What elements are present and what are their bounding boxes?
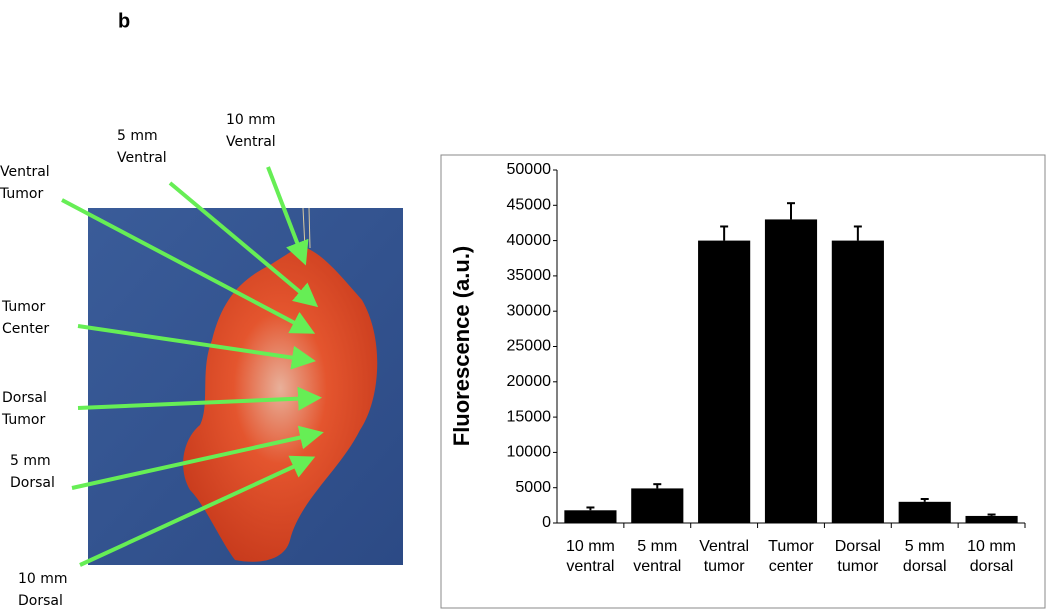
annotation-label: 10 mm (226, 112, 276, 128)
error-bar (987, 513, 996, 516)
bar (965, 515, 1018, 523)
annotation-label: Ventral (226, 134, 276, 150)
y-tick-label: 30000 (507, 302, 552, 319)
y-tick-label: 10000 (507, 444, 552, 461)
x-tick-label: ventral (633, 558, 681, 575)
bar (898, 501, 951, 523)
annotation-label: Dorsal (18, 593, 63, 609)
annotation-label: 5 mm (10, 453, 51, 469)
x-tick-label: 10 mm (967, 538, 1016, 555)
annotation-label: 5 mm (117, 128, 158, 144)
annotation-label: Tumor (1, 412, 46, 428)
x-tick-label: Tumor (768, 538, 814, 555)
x-tick-label: 5 mm (637, 538, 677, 555)
y-tick-label: 35000 (507, 267, 552, 284)
bar (764, 219, 818, 524)
y-tick-label: 25000 (507, 338, 552, 355)
y-tick-label: 15000 (507, 408, 552, 425)
annotation-label: Ventral (117, 150, 167, 166)
error-bar (720, 225, 729, 241)
annotation-label: 10 mm (18, 571, 68, 587)
annotation-label: Tumor (0, 186, 44, 202)
x-tick-label: dorsal (970, 558, 1014, 575)
bar (831, 240, 884, 523)
panel-label: b (118, 10, 130, 32)
error-bar (920, 497, 929, 502)
x-tick-label: 5 mm (905, 538, 945, 555)
error-bar (787, 202, 795, 220)
x-tick-label: center (769, 558, 814, 575)
annotation-label: Dorsal (2, 390, 47, 406)
x-tick-label: dorsal (903, 558, 947, 575)
y-tick-label: 45000 (507, 197, 552, 214)
bar (564, 510, 617, 523)
arrows (61, 166, 324, 567)
bar (631, 488, 684, 523)
annotation-label: Center (2, 321, 49, 337)
y-tick-label: 50000 (507, 161, 552, 178)
error-bar (586, 506, 595, 511)
annotation-label: Dorsal (10, 475, 55, 491)
x-tick-label: tumor (837, 558, 879, 575)
photo (88, 207, 403, 565)
y-tick-label: 20000 (507, 373, 552, 390)
x-tick-label: Ventral (699, 538, 749, 555)
y-tick-label: 40000 (507, 232, 552, 249)
annotation-label: Tumor (1, 299, 46, 315)
x-tick-label: Dorsal (835, 538, 881, 555)
x-tick-label: tumor (704, 558, 746, 575)
x-tick-label: ventral (566, 558, 614, 575)
error-bar (853, 225, 862, 241)
y-tick-label: 0 (542, 514, 551, 531)
annotation-label: Ventral (0, 164, 50, 180)
x-tick-label: 10 mm (566, 538, 615, 555)
y-axis-label: Fluorescence (a.u.) (449, 246, 474, 447)
y-tick-label: 5000 (515, 479, 551, 496)
bar (698, 240, 751, 523)
chart-frame (440, 154, 1046, 609)
error-bar (653, 483, 662, 489)
